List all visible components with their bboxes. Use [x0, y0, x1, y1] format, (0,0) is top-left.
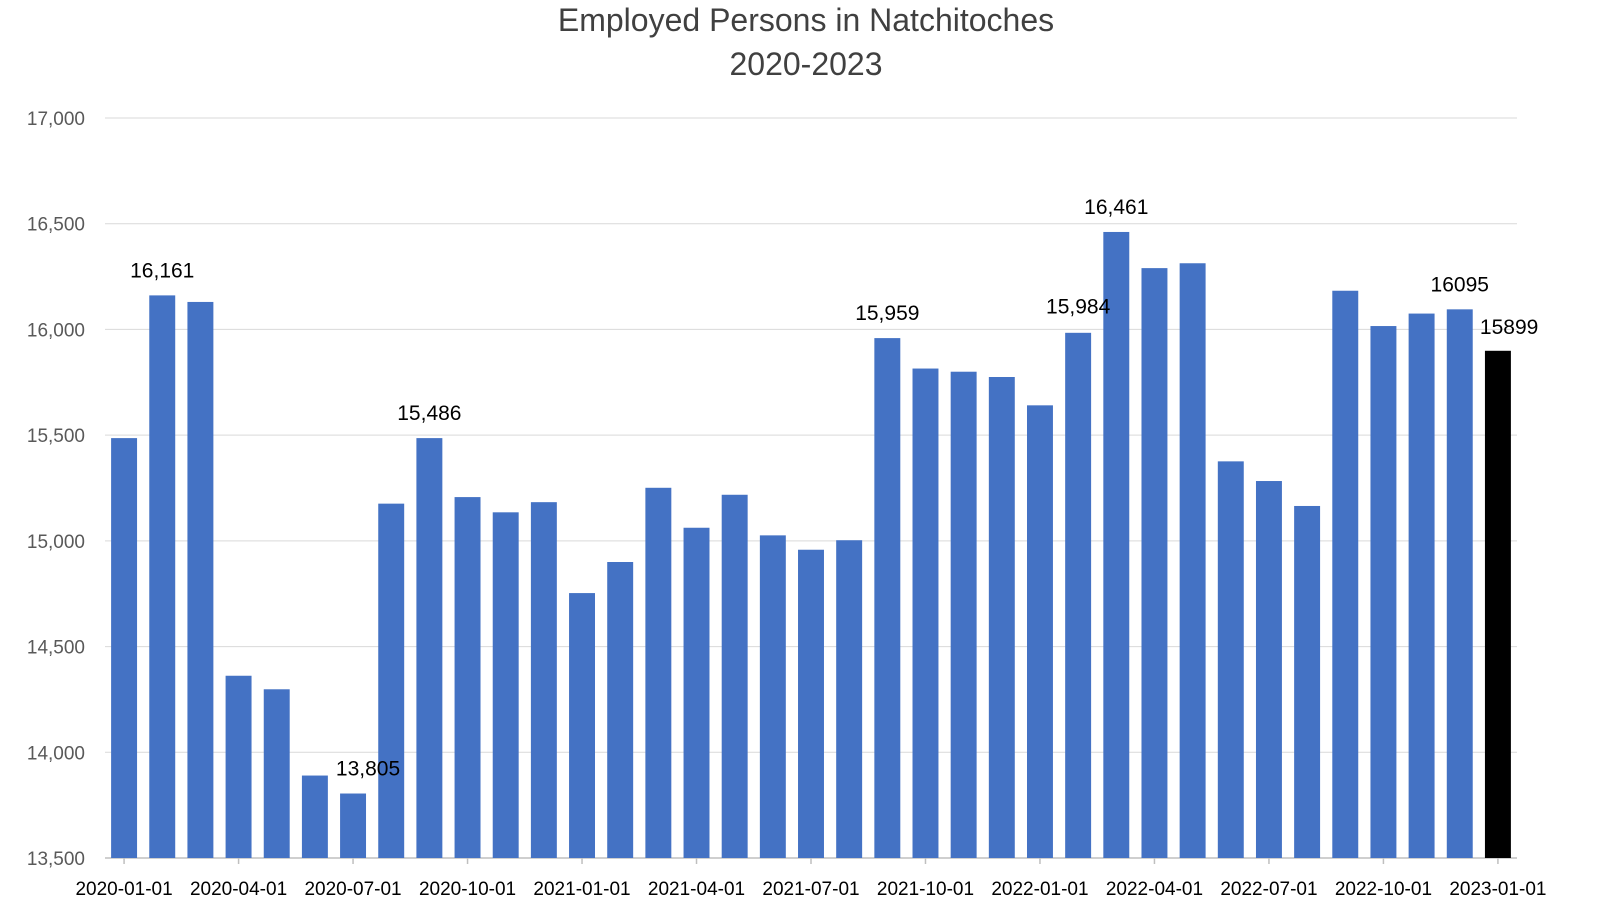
x-tick-label: 2021-01-01 — [533, 879, 630, 900]
bar — [1446, 309, 1473, 858]
bar — [912, 368, 939, 858]
chart-title: Employed Persons in Natchitoches — [557, 2, 1055, 38]
bar — [721, 494, 748, 858]
bar — [1179, 263, 1206, 858]
y-tick-label: 16,000 — [27, 320, 85, 341]
data-label: 15899 — [1480, 316, 1538, 339]
x-tick-label: 2022-07-01 — [1220, 879, 1317, 900]
bar — [1065, 332, 1092, 859]
data-label: 16,461 — [1084, 196, 1148, 219]
y-tick-label: 14,000 — [27, 743, 85, 764]
x-tick-label: 2022-10-01 — [1335, 879, 1432, 900]
bar — [607, 562, 634, 858]
y-tick-label: 16,500 — [27, 215, 85, 236]
bar — [111, 438, 138, 858]
bar — [1255, 481, 1282, 858]
bar — [1103, 231, 1130, 858]
bar — [874, 338, 901, 858]
bar — [416, 438, 443, 858]
bar — [569, 593, 596, 858]
bar — [530, 502, 557, 858]
y-tick-label: 17,000 — [27, 109, 85, 130]
bar — [340, 793, 367, 858]
bar — [492, 512, 519, 858]
chart-subtitle: 2020-2023 — [729, 46, 883, 82]
bar — [187, 301, 214, 858]
bar — [1332, 290, 1359, 858]
x-tick-label: 2022-01-01 — [991, 879, 1088, 900]
bar — [378, 503, 405, 858]
bar — [1141, 268, 1168, 859]
y-tick-label: 15,000 — [27, 532, 85, 553]
x-tick-label: 2020-04-01 — [190, 879, 287, 900]
data-label: 15,984 — [1046, 295, 1111, 318]
x-tick-label: 2020-10-01 — [419, 879, 516, 900]
x-tick-label: 2020-07-01 — [304, 879, 401, 900]
bar — [149, 295, 176, 859]
data-label: 13,805 — [336, 758, 400, 781]
data-label: 16,161 — [130, 259, 194, 282]
x-tick-label: 2021-10-01 — [877, 879, 974, 900]
bar — [950, 371, 977, 858]
bar — [645, 487, 672, 858]
data-label: 15,959 — [855, 302, 919, 325]
bar — [836, 540, 863, 858]
x-tick-label: 2021-04-01 — [648, 879, 745, 900]
bar — [225, 675, 252, 858]
bar — [798, 549, 824, 858]
x-tick-label: 2020-01-01 — [75, 879, 172, 900]
y-tick-label: 14,500 — [27, 638, 85, 659]
bar — [1408, 313, 1435, 859]
x-tick-label: 2021-07-01 — [762, 879, 859, 900]
bar — [301, 775, 328, 858]
bar — [263, 689, 290, 858]
bar — [759, 535, 786, 858]
bar — [1294, 505, 1321, 858]
x-tick-label: 2023-01-01 — [1449, 879, 1546, 900]
y-tick-label: 15,500 — [27, 426, 85, 447]
data-label: 15,486 — [397, 402, 461, 425]
bar — [1026, 405, 1053, 858]
data-label: 16095 — [1431, 273, 1489, 296]
bar — [1217, 461, 1244, 858]
bar — [1484, 350, 1511, 858]
bar — [988, 377, 1015, 858]
x-tick-label: 2022-04-01 — [1106, 879, 1203, 900]
bar — [683, 527, 710, 858]
y-tick-label: 13,500 — [27, 849, 85, 870]
bar — [454, 497, 481, 858]
bar — [1370, 326, 1397, 858]
